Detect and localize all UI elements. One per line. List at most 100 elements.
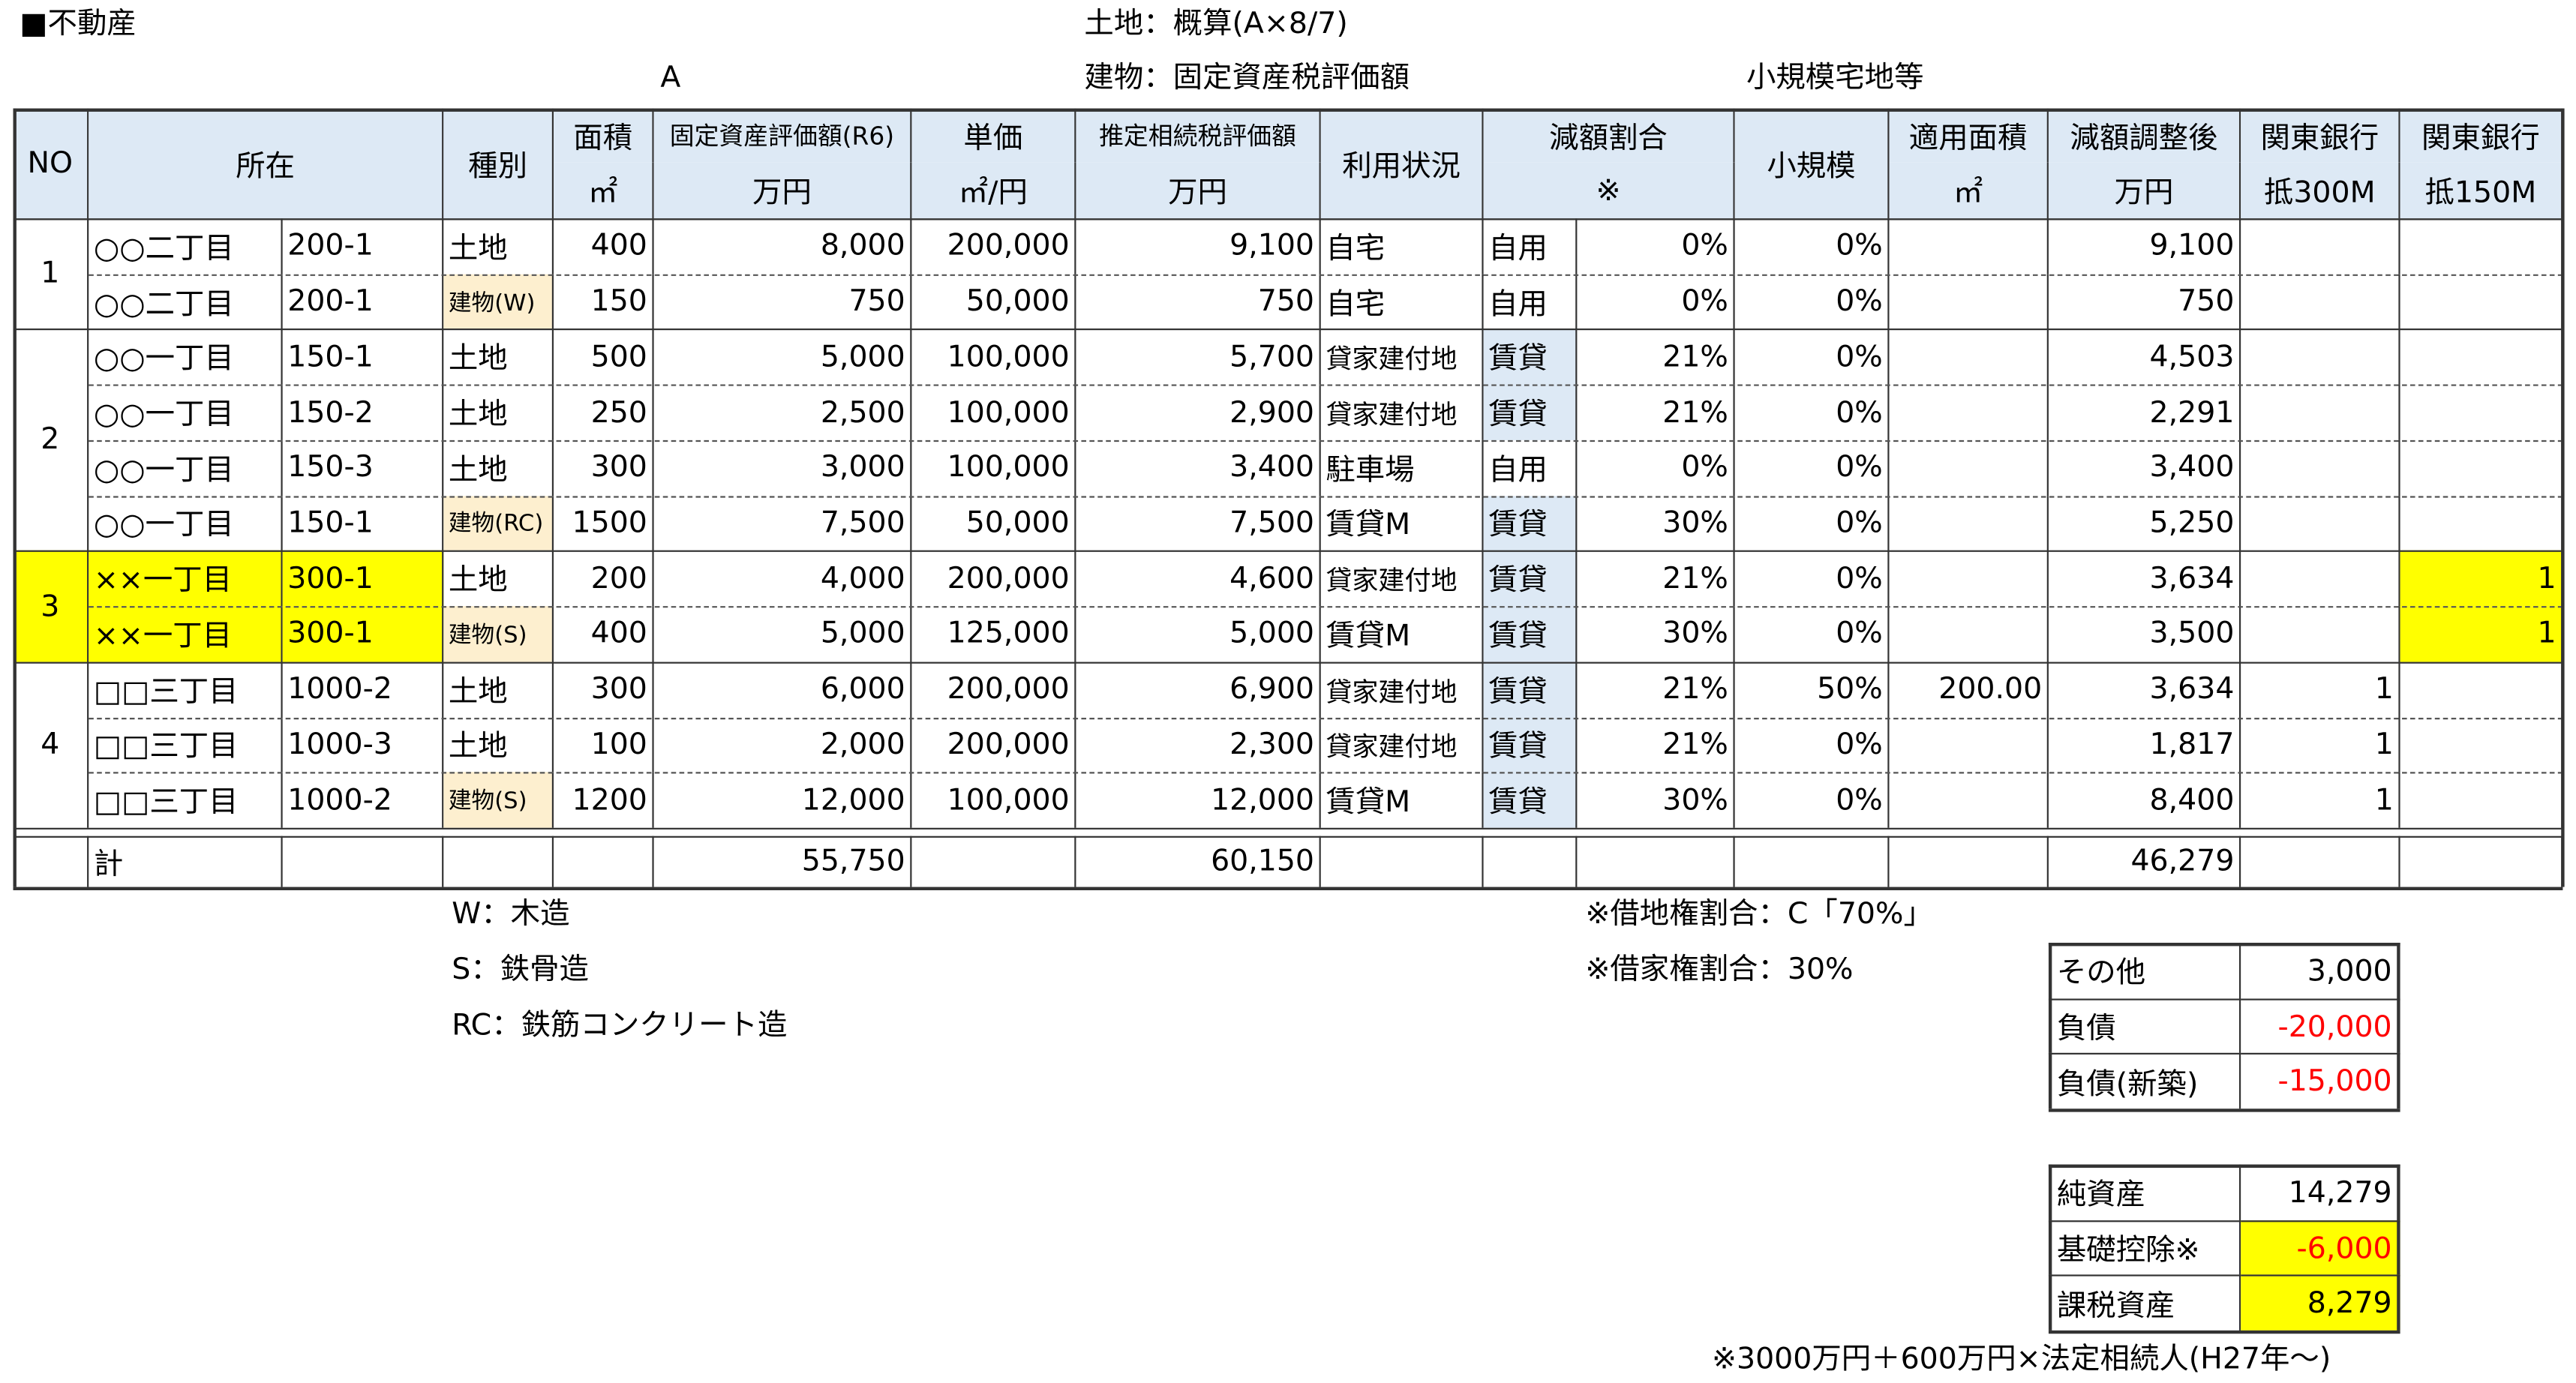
cell: 200,000 bbox=[911, 717, 1076, 772]
column-header: 推定相続税評価額 bbox=[1076, 108, 1321, 163]
cell bbox=[2400, 218, 2563, 274]
cell: 21% bbox=[1577, 384, 1735, 440]
cell bbox=[2400, 495, 2563, 551]
summary-label: 負債 bbox=[2048, 998, 2241, 1054]
cell: 貸家建付地 bbox=[1321, 328, 1484, 385]
cell: 200.00 bbox=[1890, 662, 2049, 718]
cell: 200,000 bbox=[911, 550, 1076, 607]
cell: 建物(S) bbox=[443, 606, 554, 662]
cell: 300 bbox=[554, 662, 654, 718]
building-note: 建物：固定資産税評価額 bbox=[1084, 61, 1410, 96]
cell: 賃貸 bbox=[1483, 328, 1578, 385]
cell: 0% bbox=[1735, 274, 1890, 329]
cell: 30% bbox=[1577, 495, 1735, 551]
cell bbox=[2400, 328, 2563, 385]
total-cell bbox=[911, 836, 1076, 887]
cell: 200 bbox=[554, 550, 654, 607]
cell bbox=[1890, 440, 2049, 496]
row-number: 4 bbox=[14, 662, 89, 828]
cell bbox=[2400, 274, 2563, 329]
cell bbox=[1890, 772, 2049, 828]
cell bbox=[2241, 328, 2400, 385]
column-unit: ㎡/円 bbox=[911, 162, 1076, 219]
cell bbox=[1890, 274, 2049, 329]
column-header: 固定資産評価額(R6) bbox=[653, 108, 912, 163]
summary-label: その他 bbox=[2048, 943, 2241, 998]
column-unit: ㎡ bbox=[1889, 162, 2049, 219]
cell: 貸家建付地 bbox=[1321, 662, 1484, 718]
cell: 400 bbox=[554, 606, 654, 662]
cell: 4,600 bbox=[1076, 550, 1321, 607]
cell: 0% bbox=[1577, 218, 1735, 274]
cell: 0% bbox=[1735, 495, 1890, 551]
summary-value: 14,279 bbox=[2241, 1164, 2400, 1220]
cell: 自用 bbox=[1484, 218, 1578, 274]
cell: 750 bbox=[2049, 274, 2241, 329]
border bbox=[13, 108, 17, 887]
total-cell: 55,750 bbox=[654, 836, 912, 887]
total-cell: 計 bbox=[89, 836, 283, 887]
cell bbox=[1890, 717, 2049, 772]
total-cell bbox=[554, 836, 654, 887]
legend-note: RC：鉄筋コンクリート造 bbox=[452, 1008, 788, 1043]
summary-label: 基礎控除※ bbox=[2048, 1220, 2241, 1276]
border bbox=[2048, 943, 2400, 946]
cell: 5,700 bbox=[1076, 328, 1321, 385]
cell bbox=[2400, 440, 2563, 496]
column-header: 利用状況 bbox=[1320, 108, 1484, 219]
title: ■不動産 bbox=[20, 6, 137, 41]
cell: 200,000 bbox=[911, 662, 1076, 718]
cell: 賃貸M bbox=[1321, 772, 1484, 828]
cell: ○○二丁目 bbox=[89, 274, 283, 329]
cell: 賃貸 bbox=[1483, 384, 1578, 440]
cell: 200,000 bbox=[911, 218, 1076, 274]
cell: 1,817 bbox=[2049, 717, 2241, 772]
summary-label: 負債(新築) bbox=[2048, 1053, 2241, 1109]
cell: 7,500 bbox=[654, 495, 912, 551]
cell: 21% bbox=[1577, 717, 1735, 772]
cell: 土地 bbox=[443, 328, 554, 385]
cell: 7,500 bbox=[1076, 495, 1321, 551]
cell: 賃貸 bbox=[1483, 772, 1578, 828]
cell: ○○一丁目 bbox=[89, 328, 283, 385]
cell: 150-3 bbox=[283, 440, 444, 496]
border bbox=[89, 440, 2563, 442]
border bbox=[13, 108, 2563, 112]
total-cell bbox=[283, 836, 444, 887]
cell: 3,400 bbox=[1076, 440, 1321, 496]
column-unit: 万円 bbox=[653, 162, 912, 219]
summary-value: 3,000 bbox=[2241, 943, 2400, 998]
cell: 賃貸 bbox=[1483, 606, 1578, 662]
cell: 150-1 bbox=[283, 328, 444, 385]
mark-a: A bbox=[660, 61, 681, 96]
border bbox=[13, 550, 2563, 553]
cell: 1 bbox=[2241, 662, 2400, 718]
column-unit: 万円 bbox=[2048, 162, 2241, 219]
cell: 1000-3 bbox=[283, 717, 444, 772]
row-number: 1 bbox=[14, 218, 89, 329]
cell: 3,400 bbox=[2049, 440, 2241, 496]
cell: 50,000 bbox=[911, 274, 1076, 329]
border bbox=[13, 218, 2563, 220]
cell bbox=[1890, 328, 2049, 385]
cell: 建物(S) bbox=[443, 772, 554, 828]
border bbox=[13, 328, 2563, 332]
total-cell bbox=[1577, 836, 1735, 887]
cell: 5,250 bbox=[2049, 495, 2241, 551]
note: ※借地権割合：C「70%」 bbox=[1585, 896, 1933, 932]
cell: 125,000 bbox=[911, 606, 1076, 662]
border bbox=[2561, 108, 2565, 887]
column-header: 面積 bbox=[554, 108, 654, 163]
cell: 貸家建付地 bbox=[1321, 550, 1484, 607]
cell: 建物(W) bbox=[443, 274, 554, 329]
note: ※借家権割合：30% bbox=[1585, 952, 1854, 988]
cell: 250 bbox=[554, 384, 654, 440]
border bbox=[13, 886, 2563, 890]
total-cell bbox=[2241, 836, 2400, 887]
cell: 0% bbox=[1735, 384, 1890, 440]
cell: 21% bbox=[1577, 550, 1735, 607]
total-cell bbox=[14, 836, 89, 887]
cell bbox=[2241, 495, 2400, 551]
cell: 100,000 bbox=[911, 384, 1076, 440]
cell: 土地 bbox=[443, 384, 554, 440]
